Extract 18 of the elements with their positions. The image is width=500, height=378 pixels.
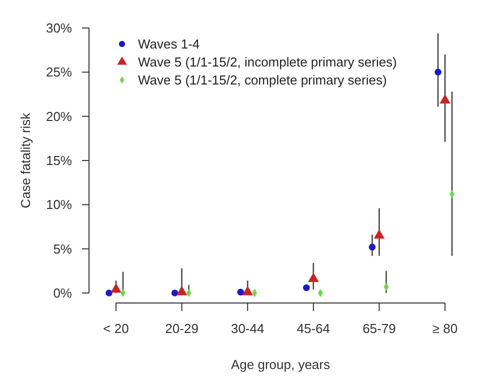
y-tick-label: 5% <box>53 241 72 256</box>
y-tick-label: 15% <box>46 153 72 168</box>
y-tick-label: 25% <box>46 64 72 80</box>
x-tick-label: 65-79 <box>362 321 396 336</box>
x-tick-label: < 20 <box>103 321 129 336</box>
x-tick-label: 45-64 <box>296 321 330 336</box>
x-tick-label: 20-29 <box>165 321 198 336</box>
legend-label: Wave 5 (1/1-15/2, incomplete primary series) <box>138 54 397 70</box>
y-tick-label: 20% <box>46 108 72 124</box>
y-axis-title: Case fatality risk <box>18 112 33 208</box>
y-tick-label: 10% <box>46 197 72 212</box>
legend-label: Wave 5 (1/1-15/2, complete primary series) <box>138 72 387 88</box>
y-tick-label: 30% <box>46 20 72 36</box>
x-tick-label: 30-44 <box>230 321 264 336</box>
x-tick-label: ≥ 80 <box>432 321 458 336</box>
legend-label: Waves 1-4 <box>138 36 200 52</box>
y-tick-label: 0% <box>53 286 72 301</box>
x-axis-title: Age group, years <box>230 357 330 372</box>
